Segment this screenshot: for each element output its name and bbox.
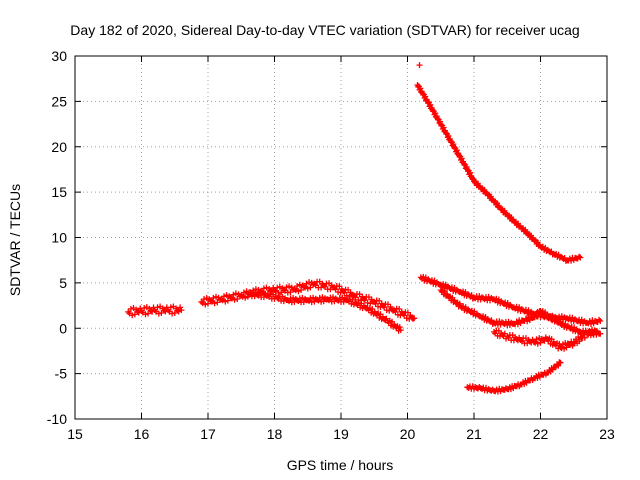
- x-axis-label: GPS time / hours: [287, 457, 394, 473]
- series-arc-1: [125, 303, 185, 319]
- chart-title: Day 182 of 2020, Sidereal Day-to-day VTE…: [70, 22, 579, 38]
- y-axis-label: SDTVAR / TECUs: [7, 184, 23, 296]
- y-tick-label: -10: [47, 411, 67, 427]
- data-marker-trace: [417, 273, 604, 327]
- data-marker-trace: [414, 82, 584, 264]
- x-tick-label: 18: [267, 426, 283, 442]
- series-isolated: [416, 62, 423, 69]
- y-axis: -10 -5 0 5 10 15 20 25 30: [47, 48, 607, 427]
- series-arc-4b: [437, 287, 604, 338]
- data-marker-trace: [416, 62, 423, 69]
- y-tick-label: 15: [51, 184, 67, 200]
- x-tick-label: 15: [67, 426, 83, 442]
- x-tick-label: 16: [134, 426, 150, 442]
- data-marker-trace: [437, 287, 604, 338]
- series-arc-5: [464, 359, 564, 395]
- y-tick-label: -5: [55, 366, 68, 382]
- x-tick-label: 21: [466, 426, 482, 442]
- x-tick-label: 19: [333, 426, 349, 442]
- y-tick-label: 30: [51, 48, 67, 64]
- grid-lines: [75, 56, 607, 419]
- x-axis: 15 16 17 18 19 20 21 22 23: [67, 56, 615, 442]
- x-tick-label: 20: [400, 426, 416, 442]
- data-marker-trace: [464, 359, 564, 395]
- data-marker-trace: [125, 303, 185, 319]
- series-arc-3: [414, 82, 584, 264]
- data-marker-trace: [491, 326, 600, 352]
- series-arc-4: [417, 273, 604, 327]
- y-tick-label: 20: [51, 139, 67, 155]
- x-tick-label: 22: [533, 426, 549, 442]
- data-points: [125, 62, 604, 395]
- y-tick-label: 10: [51, 230, 67, 246]
- series-arc-2b: [244, 289, 404, 334]
- x-tick-label: 17: [200, 426, 216, 442]
- y-tick-label: 25: [51, 93, 67, 109]
- data-marker-trace: [244, 289, 404, 334]
- series-arc-4c: [491, 326, 600, 352]
- y-tick-label: 5: [59, 275, 67, 291]
- x-tick-label: 23: [599, 426, 615, 442]
- y-tick-label: 0: [59, 320, 67, 336]
